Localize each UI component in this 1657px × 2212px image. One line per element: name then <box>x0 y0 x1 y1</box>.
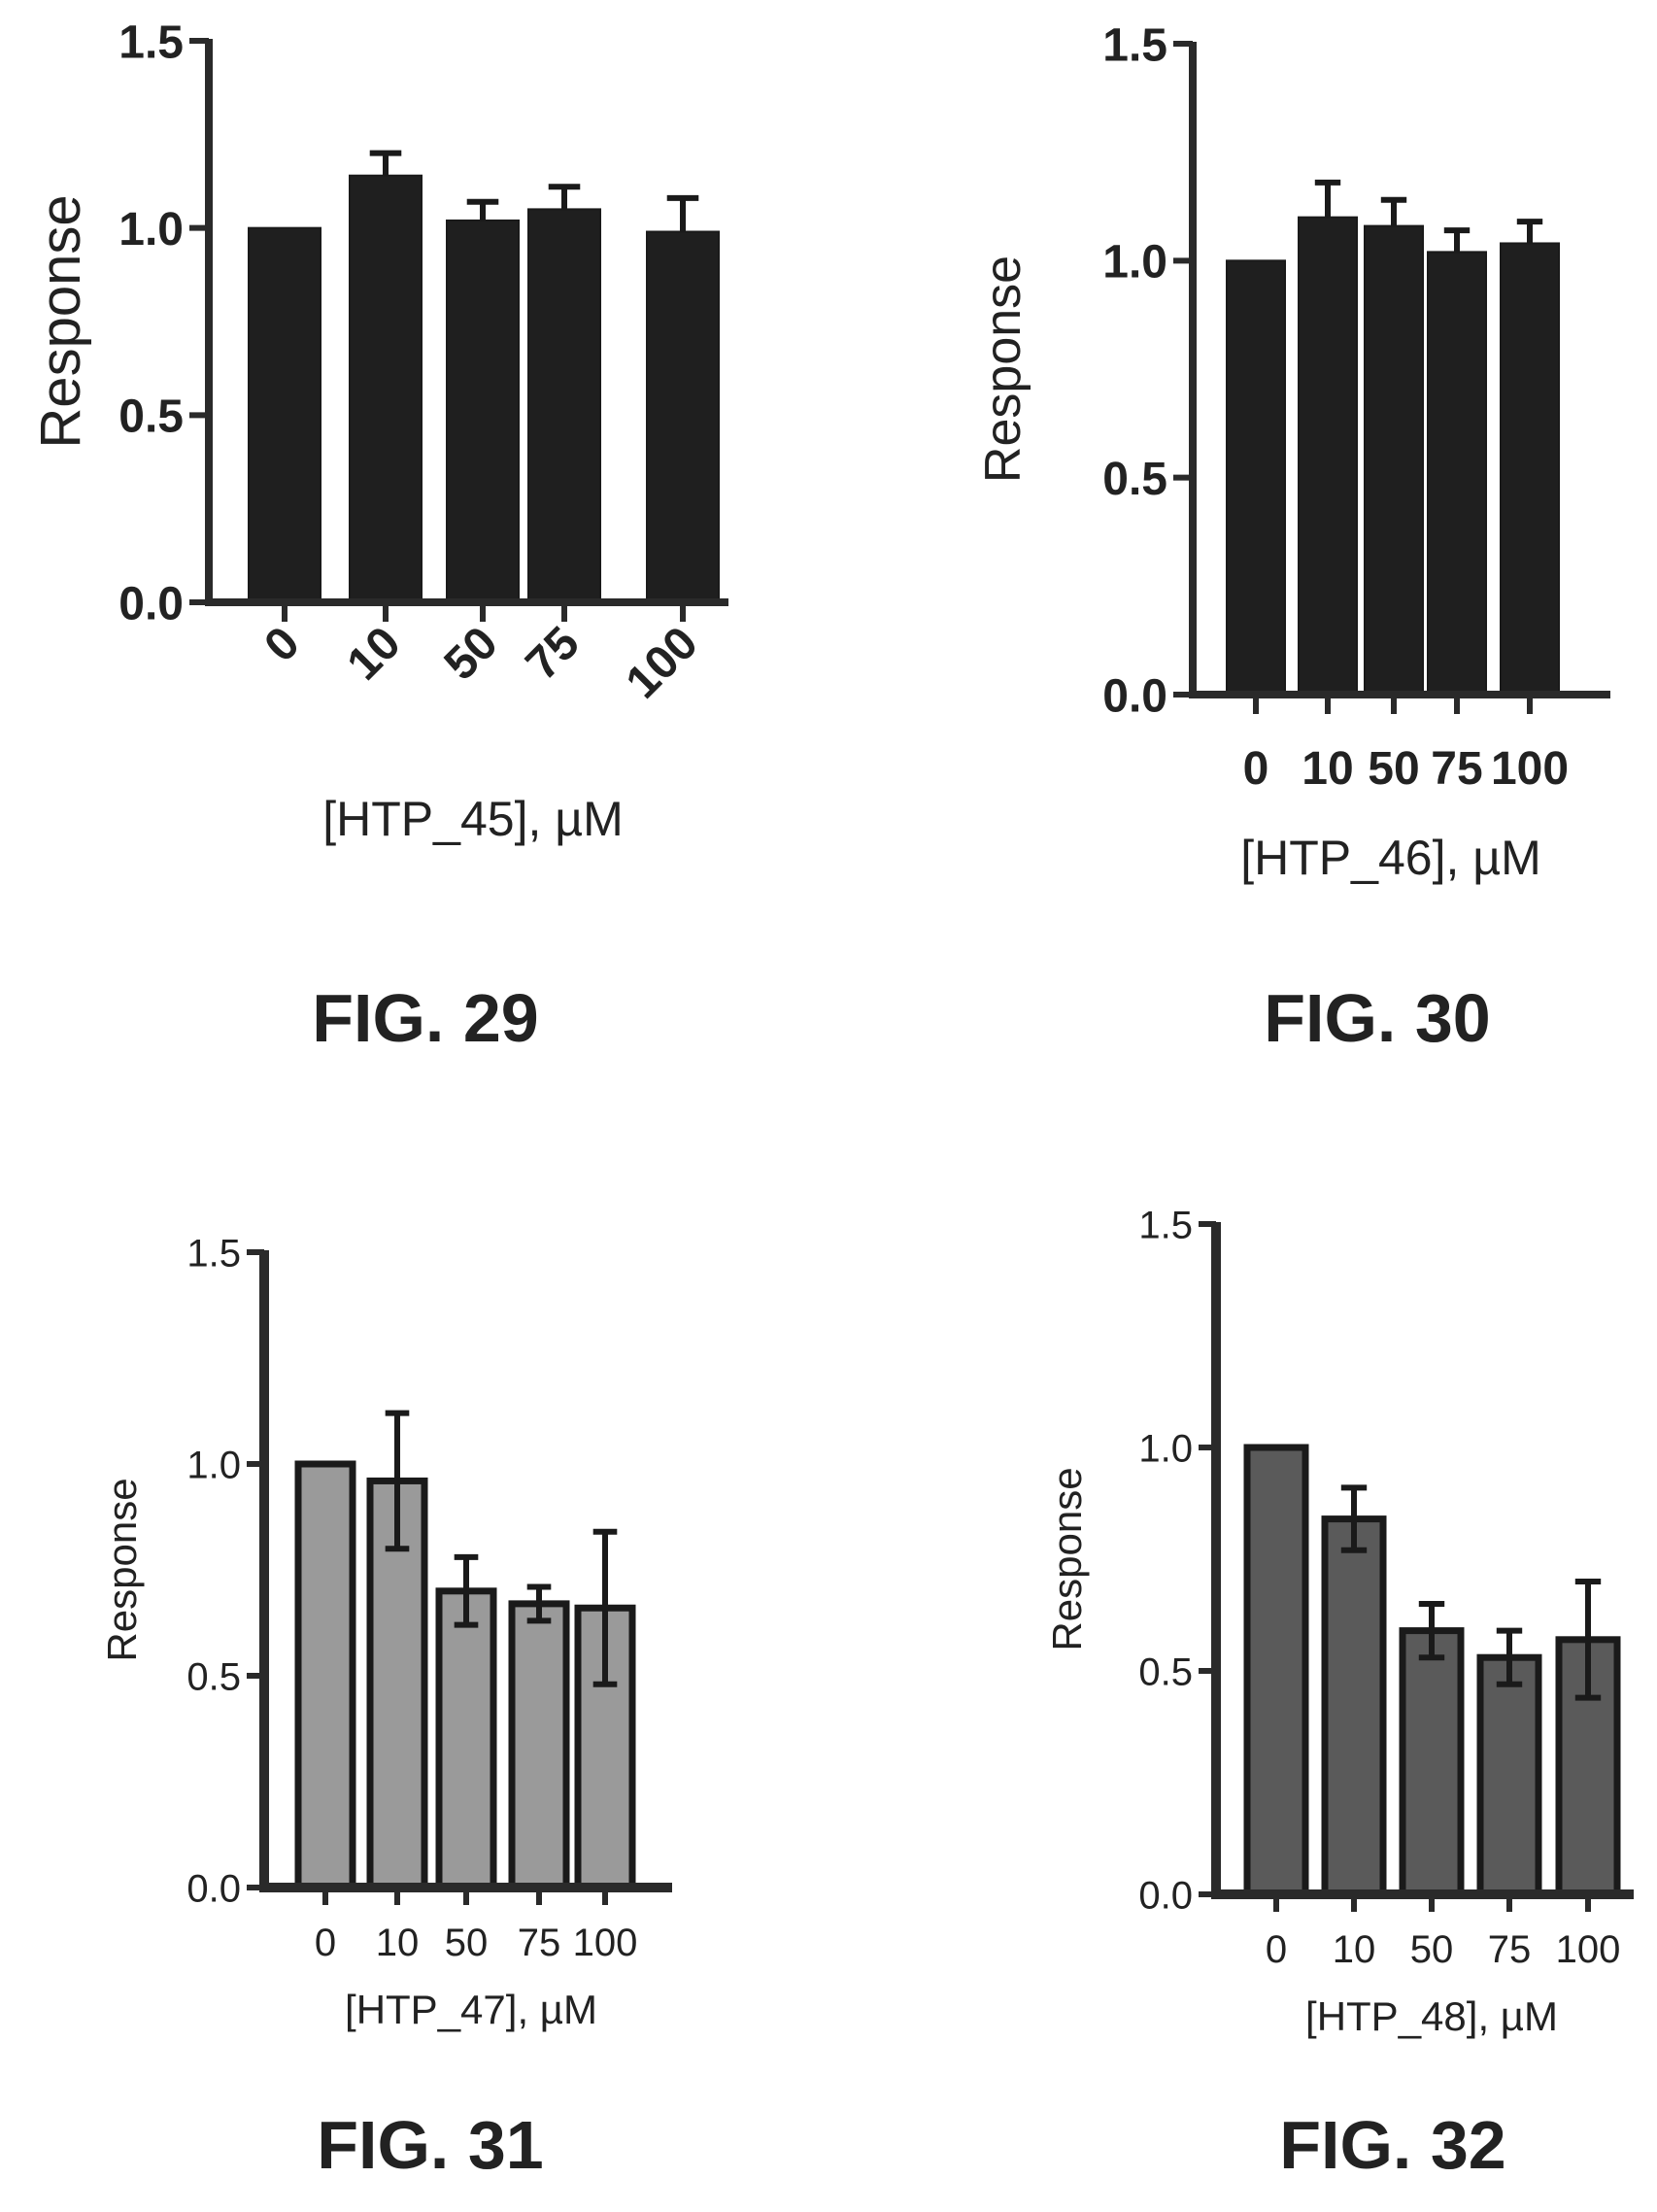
bar-0 <box>1226 259 1286 696</box>
y-tick-label: 0.0 <box>186 1867 241 1910</box>
x-tick-label: 75 <box>518 1922 561 1964</box>
x-tick-label: 0 <box>1266 1928 1287 1971</box>
bar-75 <box>527 208 601 603</box>
y-tick-label: 0.5 <box>1138 1650 1193 1693</box>
bar-75 <box>1427 251 1487 696</box>
x-tick-label: 100 <box>1556 1928 1621 1971</box>
figure-caption: FIG. 32 <box>1279 2107 1505 2183</box>
y-tick-label: 1.5 <box>118 17 184 68</box>
bar-75 <box>1476 1653 1542 1898</box>
y-tick-label: 1.5 <box>1138 1204 1193 1246</box>
chart-panel-1: 0.0 0.5 1.0 1.5 0 10 50 75 100 Response [HTP_45], … <box>29 17 728 1056</box>
bar-50 <box>435 1587 497 1891</box>
bar-50 <box>446 219 520 604</box>
x-axis-title: [HTP_48], µM <box>1305 1993 1558 2039</box>
bar-100 <box>646 230 720 604</box>
x-tick-label: 50 <box>435 617 508 690</box>
x-tick-label: 10 <box>1333 1928 1376 1971</box>
bar-75 <box>508 1600 570 1891</box>
bar-10 <box>1321 1515 1387 1898</box>
y-tick-label: 0.0 <box>118 578 184 630</box>
x-tick-label: 0 <box>315 1922 336 1964</box>
y-tick-label: 1.0 <box>1138 1427 1193 1470</box>
x-tick-label: 0 <box>1243 743 1269 795</box>
x-tick-label: 75 <box>1488 1928 1532 1971</box>
y-tick-label: 1.0 <box>1102 237 1167 289</box>
bar-50 <box>1399 1627 1465 1898</box>
x-tick-label: 10 <box>376 1922 420 1964</box>
figure-caption: FIG. 30 <box>1264 980 1490 1056</box>
x-axis-title: [HTP_45], µM <box>322 792 623 846</box>
x-axis-title: [HTP_47], µM <box>345 1987 597 2032</box>
x-axis-title: [HTP_46], µM <box>1240 831 1540 885</box>
y-tick-label: 0.0 <box>1138 1874 1193 1917</box>
chart-panel-4: 0.0 0.5 1.0 1.5 0 10 50 75 100 Response [HTP_48], … <box>1044 1204 1634 2183</box>
y-tick-label: 1.0 <box>118 204 184 255</box>
bar-0 <box>294 1460 356 1891</box>
bar-100 <box>1500 242 1560 696</box>
y-axis-title: Response <box>975 255 1031 483</box>
bar-0 <box>248 226 321 604</box>
x-tick-label: 50 <box>1368 743 1419 795</box>
y-tick-label: 1.5 <box>1102 19 1167 71</box>
x-tick-label: 100 <box>617 617 708 708</box>
y-tick-label: 0.5 <box>186 1655 241 1698</box>
chart-panel-2: 0.0 0.5 1.0 1.5 0 10 50 75 100 Response [HTP_46], … <box>975 19 1610 1056</box>
bar-0 <box>1243 1444 1309 1898</box>
x-tick-label: 75 <box>1431 743 1482 795</box>
figure-caption: FIG. 29 <box>312 980 538 1056</box>
x-tick-label: 100 <box>1491 743 1569 795</box>
figure-caption: FIG. 31 <box>317 2107 543 2183</box>
x-tick-label: 50 <box>1410 1928 1454 1971</box>
bar-10 <box>349 174 423 603</box>
x-tick-label: 10 <box>338 617 411 690</box>
bar-10 <box>1298 216 1358 697</box>
x-tick-label: 50 <box>445 1922 489 1964</box>
x-tick-label: 100 <box>573 1922 638 1964</box>
y-tick-label: 0.5 <box>1102 454 1167 505</box>
y-tick-label: 1.5 <box>186 1232 241 1275</box>
y-tick-label: 1.0 <box>186 1444 241 1486</box>
y-tick-label: 0.0 <box>1102 670 1167 722</box>
y-axis-title: Response <box>29 194 92 448</box>
chart-panel-3: 0.0 0.5 1.0 1.5 0 10 50 75 100 Response [HTP_47], … <box>99 1232 672 2183</box>
x-tick-label: 10 <box>1302 743 1353 795</box>
y-axis-title: Response <box>99 1478 145 1661</box>
x-tick-label: 0 <box>254 617 309 671</box>
y-axis-title: Response <box>1044 1467 1090 1650</box>
y-tick-label: 0.5 <box>118 391 184 443</box>
x-tick-label: 75 <box>517 617 590 690</box>
bar-50 <box>1364 224 1424 696</box>
